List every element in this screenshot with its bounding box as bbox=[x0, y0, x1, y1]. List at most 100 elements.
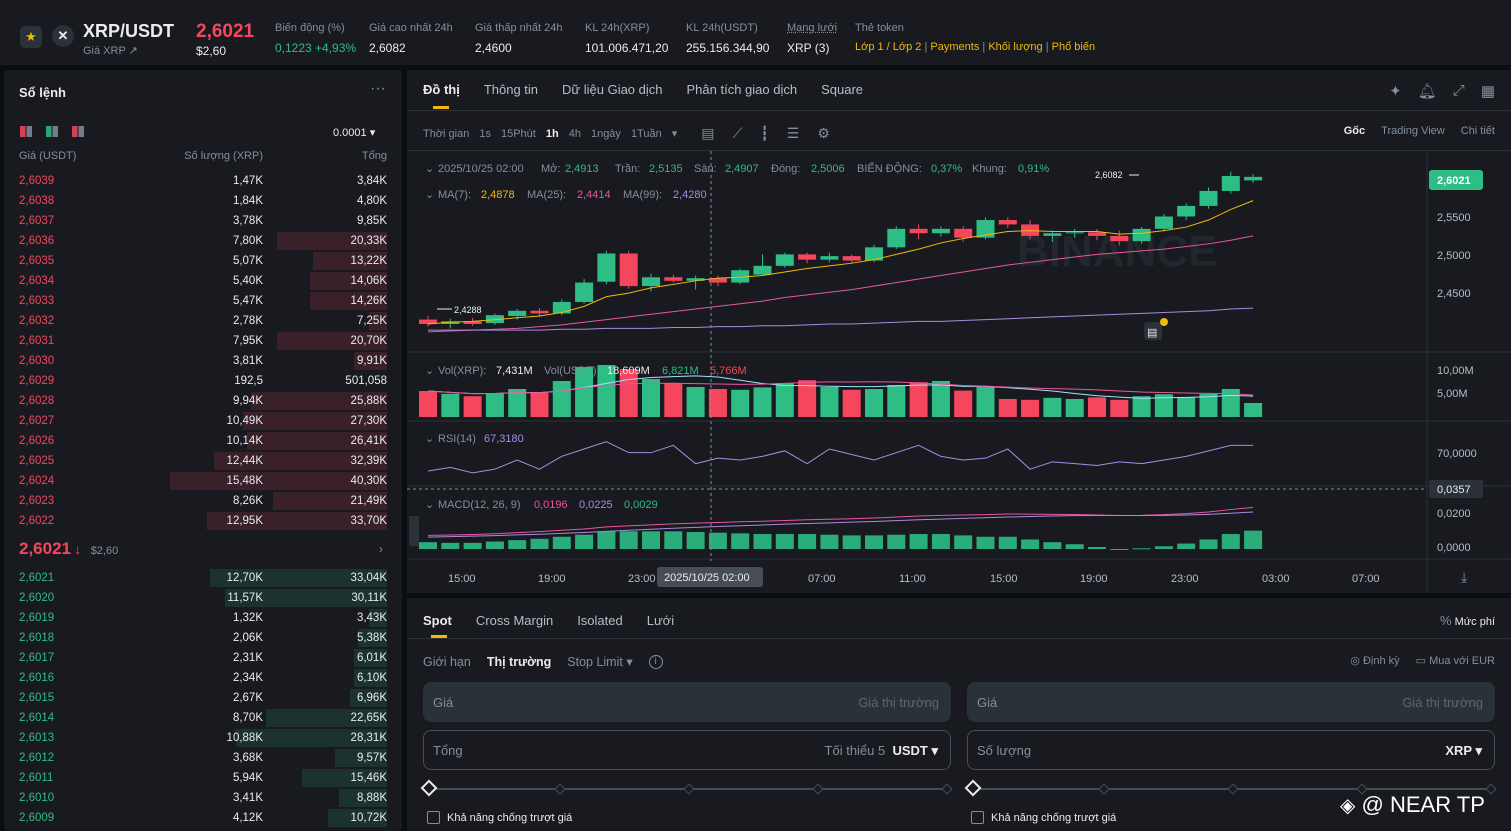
buy-slippage-checkbox[interactable]: Khả năng chống trượt giá bbox=[427, 811, 572, 824]
bell-icon[interactable]: 🔔︎ bbox=[1417, 83, 1437, 100]
bid-row[interactable]: 2,6019 1,32K 3,43K bbox=[4, 608, 402, 628]
timeframe-4h[interactable]: 4h bbox=[568, 127, 581, 140]
tab-chart[interactable]: Đồ thị bbox=[423, 82, 460, 109]
buy-amount-slider[interactable] bbox=[420, 779, 953, 797]
timeframe-dropdown-icon[interactable]: ▾ bbox=[671, 128, 678, 140]
timeframe-1d[interactable]: 1ngày bbox=[590, 127, 621, 140]
quantity-input[interactable]: Số lượng XRP ▾ bbox=[967, 730, 1495, 770]
ask-row[interactable]: 2,6029 192,5 501,058 bbox=[4, 371, 402, 391]
ask-row[interactable]: 2,6036 7,80K 20,33K bbox=[4, 231, 402, 251]
tab-isolated[interactable]: Isolated bbox=[577, 613, 623, 628]
bid-row[interactable]: 2,6012 3,68K 9,57K bbox=[4, 748, 402, 768]
view-depth[interactable]: Chi tiết bbox=[1460, 125, 1495, 137]
tab-spot[interactable]: Spot bbox=[423, 613, 452, 638]
bid-row[interactable]: 2,6011 5,94K 15,46K bbox=[4, 768, 402, 788]
slider-stop[interactable] bbox=[812, 783, 824, 795]
slider-stop[interactable] bbox=[941, 783, 953, 795]
bid-row[interactable]: 2,6016 2,34K 6,10K bbox=[4, 668, 402, 688]
tab-trading-data[interactable]: Dữ liệu Giao dịch bbox=[562, 82, 663, 97]
buy-price-field[interactable]: Giá Giá thị trường bbox=[423, 682, 951, 722]
ask-row[interactable]: 2,6024 15,48K 40,30K bbox=[4, 471, 402, 491]
order-type-limit[interactable]: Giới hạn bbox=[423, 654, 471, 669]
ask-row[interactable]: 2,6039 1,47K 3,84K bbox=[4, 171, 402, 191]
favorite-star-icon[interactable]: ★ bbox=[20, 26, 42, 48]
bid-row[interactable]: 2,6021 12,70K 33,04K bbox=[4, 568, 402, 588]
ask-row[interactable]: 2,6034 5,40K 14,06K bbox=[4, 271, 402, 291]
chart-settings-icon[interactable]: ☰ bbox=[786, 125, 800, 141]
ask-row[interactable]: 2,6032 2,78K 7,25K bbox=[4, 311, 402, 331]
sell-slippage-checkbox[interactable]: Khả năng chống trượt giá bbox=[971, 811, 1116, 824]
tag-layer[interactable]: Lớp 1 / Lớp 2 bbox=[855, 41, 922, 53]
timeframe-1h[interactable]: 1h bbox=[545, 127, 559, 140]
collapse-chevron-icon[interactable]: ⌄ bbox=[425, 163, 434, 175]
candlestick-chart[interactable]: BINANCE ⌄ 2025/10/25 02:00 Mở: 2,4913 Tr… bbox=[407, 151, 1511, 593]
mid-price-row[interactable]: 2,6021 ↓ $2,60 › bbox=[19, 539, 387, 561]
symbol-title[interactable]: XRP/USDT bbox=[83, 21, 175, 41]
bid-row[interactable]: 2,6015 2,67K 6,96K bbox=[4, 688, 402, 708]
tab-grid[interactable]: Lưới bbox=[646, 613, 675, 628]
tag-payments[interactable]: Payments bbox=[930, 41, 980, 53]
both-sides-view-icon[interactable] bbox=[20, 126, 32, 137]
svg-text:⌄[interactable]: ⌄ bbox=[425, 189, 434, 201]
info-icon[interactable]: i bbox=[648, 654, 663, 669]
fee-link[interactable]: % Mức phí bbox=[1440, 613, 1495, 628]
expand-icon[interactable]: ⤢ bbox=[1452, 82, 1465, 99]
timeframe-1s[interactable]: 1s bbox=[479, 127, 491, 140]
gear-icon[interactable]: ⚙ bbox=[817, 125, 830, 141]
tab-info[interactable]: Thông tin bbox=[483, 82, 539, 97]
bid-row[interactable]: 2,6014 8,70K 22,65K bbox=[4, 708, 402, 728]
quantity-unit-select[interactable]: XRP ▾ bbox=[1445, 743, 1482, 758]
scroll-handle[interactable] bbox=[409, 516, 419, 546]
tag-popular[interactable]: Phổ biến bbox=[1051, 41, 1096, 53]
symbol-subtitle-link[interactable]: Giá XRP ↗ bbox=[83, 45, 138, 57]
ask-row[interactable]: 2,6026 10,14K 26,41K bbox=[4, 431, 402, 451]
calendar-icon[interactable]: ▤ bbox=[701, 125, 715, 141]
svg-text:⌄[interactable]: ⌄ bbox=[425, 433, 434, 445]
tag-volume[interactable]: Khối lượng bbox=[988, 41, 1043, 53]
bid-row[interactable]: 2,6010 3,41K 8,88K bbox=[4, 788, 402, 808]
svg-text:⌄[interactable]: ⌄ bbox=[425, 499, 434, 511]
total-unit-select[interactable]: USDT ▾ bbox=[892, 743, 938, 758]
bid-row[interactable]: 2,6017 2,31K 6,01K bbox=[4, 648, 402, 668]
slider-stop[interactable] bbox=[554, 783, 566, 795]
ask-row[interactable]: 2,6023 8,26K 21,49K bbox=[4, 491, 402, 511]
slider-stop[interactable] bbox=[683, 783, 695, 795]
candle-type-icon[interactable]: ┇ bbox=[760, 125, 769, 141]
more-options-icon[interactable]: ··· bbox=[370, 80, 386, 97]
ask-row[interactable]: 2,6030 3,81K 9,91K bbox=[4, 351, 402, 371]
ask-row[interactable]: 2,6031 7,95K 20,70K bbox=[4, 331, 402, 351]
auto-scale-icon[interactable]: ⤓ bbox=[1461, 569, 1467, 585]
ask-row[interactable]: 2,6027 10,49K 27,30K bbox=[4, 411, 402, 431]
svg-text:⌄[interactable]: ⌄ bbox=[425, 365, 434, 377]
timeframe-1w[interactable]: 1Tuần bbox=[630, 127, 662, 140]
grid-layout-icon[interactable]: ▦ bbox=[1480, 83, 1495, 100]
slider-handle[interactable] bbox=[420, 779, 438, 797]
ask-row[interactable]: 2,6033 5,47K 14,26K bbox=[4, 291, 402, 311]
recurring-link[interactable]: ◎ Định kỳ bbox=[1350, 655, 1400, 667]
chevron-right-icon[interactable]: › bbox=[379, 542, 383, 556]
events-icon[interactable] bbox=[1144, 322, 1162, 340]
slider-stop[interactable] bbox=[1098, 783, 1110, 795]
view-tradingview[interactable]: Trading View bbox=[1381, 125, 1445, 137]
ask-row[interactable]: 2,6037 3,78K 9,85K bbox=[4, 211, 402, 231]
ask-row[interactable]: 2,6035 5,07K 13,22K bbox=[4, 251, 402, 271]
checkbox-icon[interactable] bbox=[427, 811, 440, 824]
order-type-stop-limit[interactable]: Stop Limit ▾ bbox=[567, 655, 633, 669]
tab-cross-margin[interactable]: Cross Margin bbox=[475, 613, 554, 628]
ask-row[interactable]: 2,6038 1,84K 4,80K bbox=[4, 191, 402, 211]
indicator-icon[interactable]: ⟋ bbox=[732, 125, 743, 141]
tab-square[interactable]: Square bbox=[821, 82, 864, 97]
bid-row[interactable]: 2,6009 4,12K 10,72K bbox=[4, 808, 402, 828]
sell-amount-slider[interactable] bbox=[964, 779, 1497, 797]
ask-row[interactable]: 2,6028 9,94K 25,88K bbox=[4, 391, 402, 411]
precision-select[interactable]: 0.0001 ▾ bbox=[333, 127, 376, 139]
slider-handle[interactable] bbox=[964, 779, 982, 797]
ask-row[interactable]: 2,6022 12,95K 33,70K bbox=[4, 511, 402, 531]
slider-stop[interactable] bbox=[1227, 783, 1239, 795]
total-input[interactable]: Tổng Tối thiểu 5 USDT ▾ bbox=[423, 730, 951, 770]
bid-row[interactable]: 2,6020 11,57K 30,11K bbox=[4, 588, 402, 608]
ai-sparkle-icon[interactable]: ✦ bbox=[1389, 83, 1402, 100]
slider-stop[interactable] bbox=[1485, 783, 1497, 795]
order-type-market[interactable]: Thị trường bbox=[486, 654, 552, 669]
sell-price-field[interactable]: Giá Giá thị trường bbox=[967, 682, 1495, 722]
